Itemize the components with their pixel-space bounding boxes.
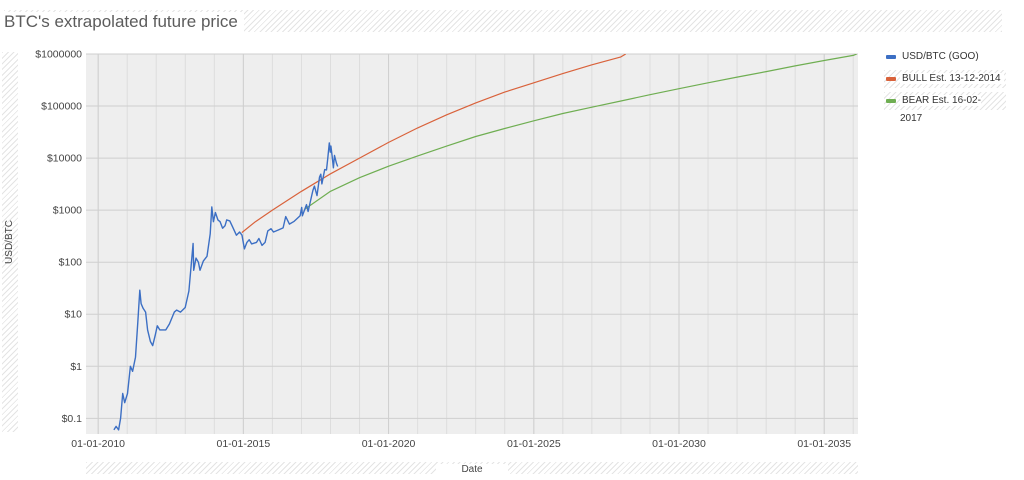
y-tick-label: $100000	[41, 101, 82, 113]
y-axis-title-background	[2, 52, 18, 432]
y-tick-label: $0.1	[62, 413, 83, 425]
series-line-usd-btc	[113, 142, 339, 431]
series-layer	[113, 54, 858, 431]
x-tick-label: 01-01-2010	[71, 438, 125, 450]
x-axis-title: Date	[436, 464, 508, 476]
y-tick-label: $100	[59, 257, 83, 269]
legend-swatch-bear	[886, 99, 896, 103]
y-tick-label: $1000	[53, 205, 82, 217]
y-tick-label: $1000000	[35, 49, 82, 61]
x-tick-label: 01-01-2015	[216, 438, 270, 450]
legend-item-bull[interactable]: BULL Est. 13-12-2014	[884, 70, 1006, 88]
x-tick-label: 01-01-2035	[797, 438, 851, 450]
y-tick-label: $10	[64, 309, 82, 321]
legend-swatch-bull	[886, 77, 896, 81]
series-line-bear	[304, 54, 858, 210]
legend-swatch-usd-btc	[886, 55, 896, 59]
chart-title: BTC's extrapolated future price	[4, 12, 244, 32]
x-tick-label: 01-01-2030	[652, 438, 706, 450]
title-background	[4, 10, 1002, 32]
x-tick-label: 01-01-2025	[507, 438, 561, 450]
major-gridlines	[86, 53, 858, 434]
series-line-bull	[241, 54, 627, 234]
legend-item-usd-btc[interactable]: USD/BTC (GOO)	[884, 48, 1006, 66]
legend: USD/BTC (GOO) BULL Est. 13-12-2014 BEAR …	[884, 48, 1006, 124]
x-tick-label: 01-01-2020	[362, 438, 416, 450]
legend-label: USD/BTC (GOO)	[900, 51, 982, 62]
y-tick-labels: $0.1 $1 $10 $100 $1000 $10000 $100000 $1000000	[35, 49, 82, 425]
x-tick-labels: 01-01-2010 01-01-2015 01-01-2020 01-01-2025…	[71, 438, 851, 450]
y-tick-label: $1	[70, 361, 82, 373]
legend-item-bear[interactable]: BEAR Est. 16-02-2017	[884, 92, 1006, 124]
plot-area	[86, 54, 858, 434]
legend-label: BULL Est. 13-12-2014	[900, 73, 1004, 84]
y-tick-label: $10000	[47, 153, 82, 165]
